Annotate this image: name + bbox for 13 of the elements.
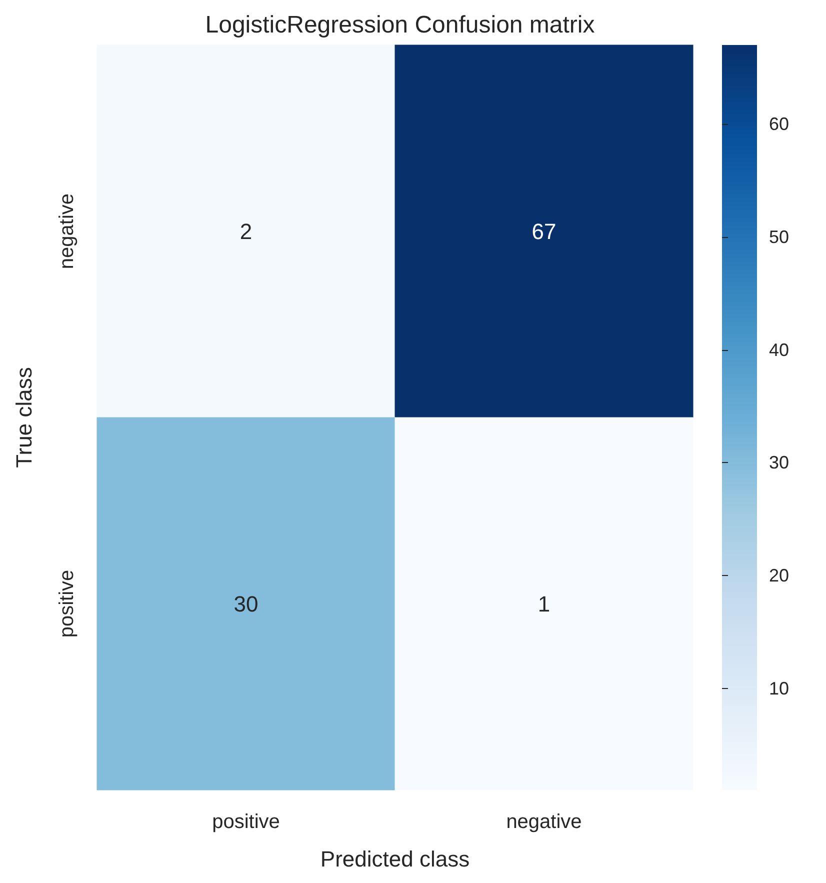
x-axis-title: Predicted class xyxy=(320,846,470,872)
color-bar-label: 60 xyxy=(769,114,790,134)
color-bar-label: 20 xyxy=(769,566,790,586)
data-label: 2 xyxy=(240,218,252,244)
color-bar-label: 40 xyxy=(769,340,790,360)
data-label: 67 xyxy=(532,218,556,244)
chart-title: LogisticRegression Confusion matrix xyxy=(205,12,595,38)
color-bar-label: 10 xyxy=(769,678,790,698)
y-axis-title: True class xyxy=(12,367,36,468)
color-bar-label: 30 xyxy=(769,452,790,473)
data-label: 30 xyxy=(234,591,258,616)
data-label: 1 xyxy=(538,591,550,616)
color-bar-label: 50 xyxy=(769,226,790,247)
